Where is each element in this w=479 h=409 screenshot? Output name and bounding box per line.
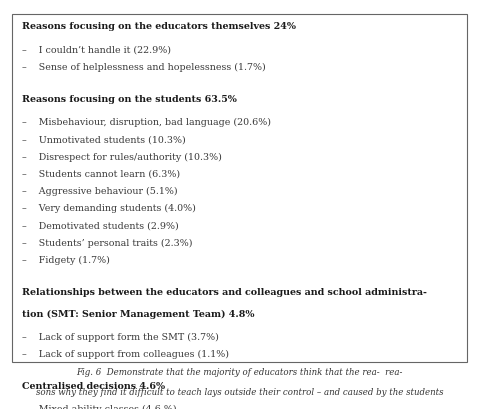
Text: –    Mixed ability classes (4.6 %): – Mixed ability classes (4.6 %) xyxy=(22,405,176,409)
Text: –    Lack of support from colleagues (1.1%): – Lack of support from colleagues (1.1%) xyxy=(22,350,228,359)
Text: sons why they find it difficult to teach lays outside their control – and caused: sons why they find it difficult to teach… xyxy=(36,388,443,397)
Text: –    Students cannot learn (6.3%): – Students cannot learn (6.3%) xyxy=(22,170,180,179)
Text: Fig. 6  Demonstrate that the majority of educators think that the rea-  rea-: Fig. 6 Demonstrate that the majority of … xyxy=(76,368,403,377)
Text: –    Fidgety (1.7%): – Fidgety (1.7%) xyxy=(22,256,109,265)
Text: Reasons focusing on the educators themselves 24%: Reasons focusing on the educators themse… xyxy=(22,22,296,31)
Text: Reasons focusing on the students 63.5%: Reasons focusing on the students 63.5% xyxy=(22,95,237,104)
Text: –    I couldn’t handle it (22.9%): – I couldn’t handle it (22.9%) xyxy=(22,45,171,54)
Text: –    Disrespect for rules/authority (10.3%): – Disrespect for rules/authority (10.3%) xyxy=(22,153,221,162)
FancyBboxPatch shape xyxy=(12,14,467,362)
Text: –    Lack of support form the SMT (3.7%): – Lack of support form the SMT (3.7%) xyxy=(22,333,218,342)
Text: Centralised decisions 4.6%: Centralised decisions 4.6% xyxy=(22,382,165,391)
Text: –    Unmotivated students (10.3%): – Unmotivated students (10.3%) xyxy=(22,135,185,144)
Text: –    Demotivated students (2.9%): – Demotivated students (2.9%) xyxy=(22,221,178,230)
Text: tion (SMT: Senior Management Team) 4.8%: tion (SMT: Senior Management Team) 4.8% xyxy=(22,310,254,319)
Text: –    Students’ personal traits (2.3%): – Students’ personal traits (2.3%) xyxy=(22,238,192,247)
Text: –    Misbehaviour, disruption, bad language (20.6%): – Misbehaviour, disruption, bad language… xyxy=(22,118,271,127)
Text: –    Aggressive behaviour (5.1%): – Aggressive behaviour (5.1%) xyxy=(22,187,177,196)
Text: –    Sense of helplessness and hopelessness (1.7%): – Sense of helplessness and hopelessness… xyxy=(22,63,265,72)
Text: –    Very demanding students (4.0%): – Very demanding students (4.0%) xyxy=(22,204,195,213)
Text: Relationships between the educators and colleagues and school administra-: Relationships between the educators and … xyxy=(22,288,426,297)
